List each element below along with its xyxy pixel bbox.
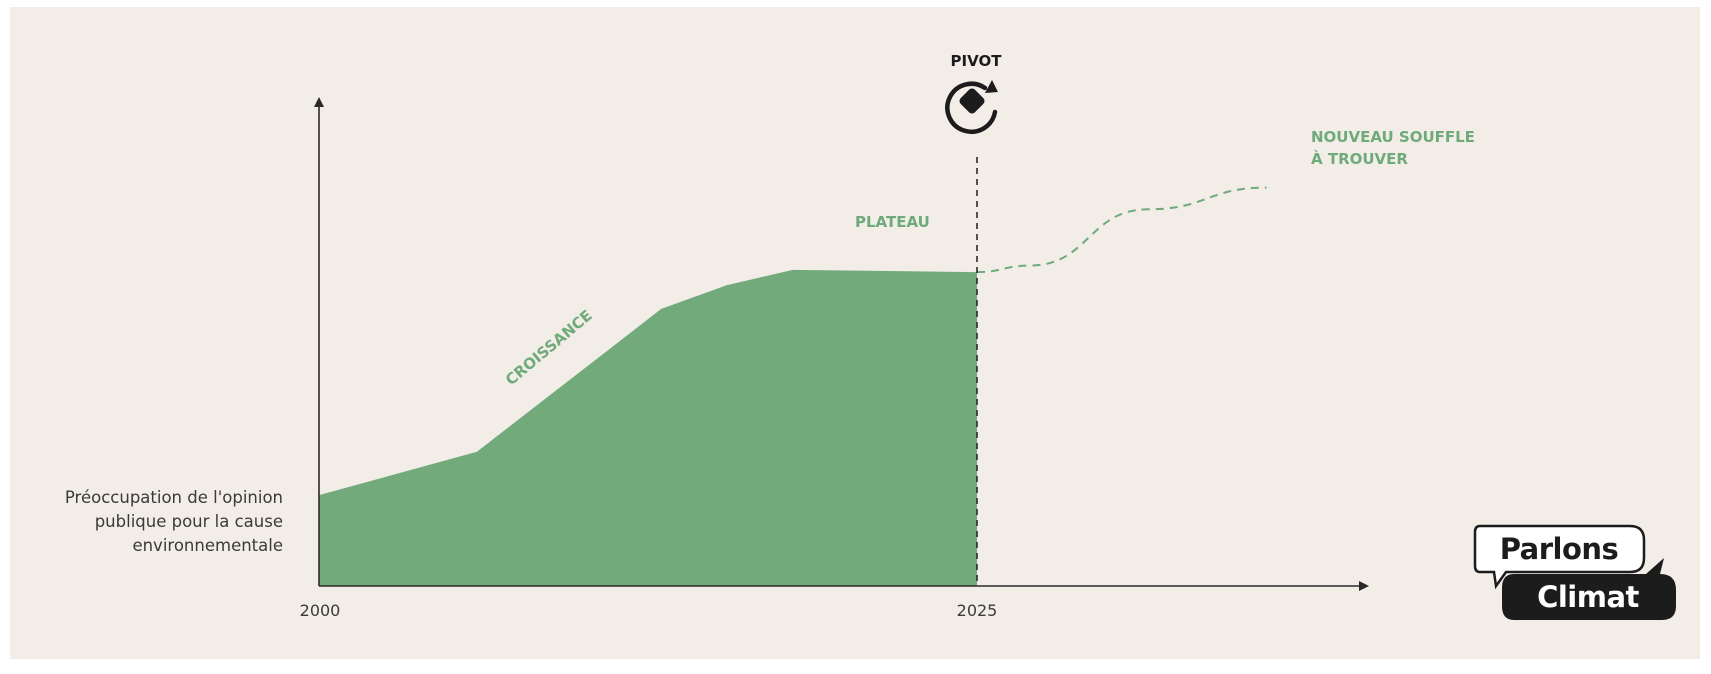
parlons-climat-logo: Parlons Climat [1473,524,1676,620]
logo-line1: Parlons [1500,532,1619,566]
a-trouver-label: À TROUVER [1311,149,1408,168]
nouveau-souffle-label: NOUVEAU SOUFFLE [1311,128,1475,146]
pivot-label: PIVOT [951,52,1003,70]
logo-line2: Climat [1537,580,1639,614]
pivot-icon [945,80,998,134]
y-axis-label-line: Préoccupation de l'opinion [65,488,283,507]
x-tick-label: 2000 [300,601,341,620]
projection-line [976,186,1267,274]
y-axis-label-line: environnementale [132,536,283,555]
area-series [319,269,977,586]
y-axis-label-line: publique pour la cause [95,512,283,531]
plateau-label: PLATEAU [855,213,930,231]
x-tick-label: 2025 [957,601,998,620]
